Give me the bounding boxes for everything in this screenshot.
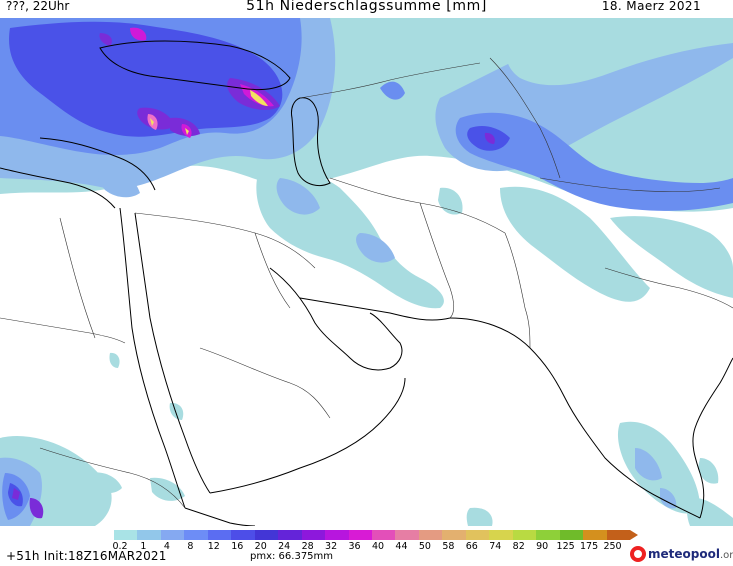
- date-label: 18. Maerz 2021: [601, 0, 701, 13]
- coastlines: [0, 40, 733, 526]
- logo-text: meteopool.org: [648, 547, 733, 561]
- colorbar-tick-label: 1: [140, 541, 147, 552]
- colorbar-segment: [207, 530, 232, 540]
- colorbar-segment: [418, 530, 443, 540]
- map-title: 51h Niederschlagssumme [mm]: [246, 0, 487, 14]
- colorbar-segment: [442, 530, 467, 540]
- colorbar-segment: [606, 530, 631, 540]
- map-header: ???, 22Uhr 51h Niederschlagssumme [mm] 1…: [0, 0, 733, 22]
- colorbar-segment: [536, 530, 561, 540]
- meteopool-logo: meteopool.org: [630, 545, 733, 563]
- valid-time-label: ???, 22Uhr: [6, 0, 70, 13]
- colorbar-segment: [325, 530, 350, 540]
- colorbar-tick-label: 90: [536, 541, 549, 552]
- colorbar-segment: [395, 530, 420, 540]
- colorbar-tick-label: 32: [325, 541, 338, 552]
- logo-tld: .org: [719, 550, 733, 561]
- colorbar-arrow: [630, 530, 638, 540]
- precipitation-map: [0, 18, 733, 526]
- colorbar-segment: [583, 530, 608, 540]
- colorbar-segment: [184, 530, 209, 540]
- colorbar-tick-label: 12: [207, 541, 220, 552]
- logo-main: meteopool: [648, 547, 720, 561]
- colorbar-segment: [137, 530, 162, 540]
- colorbar-segment: [254, 530, 279, 540]
- colorbar-segment: [348, 530, 373, 540]
- colorbar-tick-label: 44: [395, 541, 408, 552]
- colorbar-segment: [559, 530, 584, 540]
- colorbar-tick-label: 36: [348, 541, 361, 552]
- precipitation-field: [0, 18, 733, 526]
- colorbar-tick-label: 175: [580, 541, 599, 552]
- country-borders: [0, 57, 733, 509]
- colorbar-tick-label: 250: [603, 541, 622, 552]
- pmx-value: pmx: 66.375mm: [250, 551, 334, 562]
- colorbar-tick-label: 20: [254, 541, 267, 552]
- colorbar-tick-label: 16: [231, 541, 244, 552]
- colorbar-tick-label: 8: [187, 541, 194, 552]
- colorbar-segment: [301, 530, 326, 540]
- colorbar-segment: [231, 530, 256, 540]
- colorbar-segment: [512, 530, 537, 540]
- colorbar-segment: [114, 530, 138, 540]
- colorbar: [114, 530, 638, 540]
- run-info: +51h Init:18Z16MAR2021: [6, 549, 167, 563]
- colorbar-segment: [489, 530, 514, 540]
- logo-icon: [630, 546, 646, 562]
- colorbar-tick-label: 66: [465, 541, 478, 552]
- colorbar-tick-label: 28: [301, 541, 314, 552]
- colorbar-segment: [160, 530, 185, 540]
- colorbar-tick-label: 58: [442, 541, 455, 552]
- colorbar-segment: [465, 530, 490, 540]
- colorbar-tick-label: 40: [371, 541, 385, 552]
- colorbar-tick-label: 4: [163, 541, 170, 552]
- colorbar-tick-label: 82: [512, 541, 525, 552]
- colorbar-segment: [372, 530, 396, 540]
- colorbar-tick-label: 74: [489, 541, 502, 552]
- colorbar-segment: [278, 530, 303, 540]
- colorbar-tick-label: 0.2: [112, 541, 128, 552]
- colorbar-tick-label: 125: [556, 541, 575, 552]
- colorbar-ticks: 0.2 1 4 8 12 16 20 24 28 32 36 40 44 50 58 66 74 82 90 125 1…: [112, 541, 644, 553]
- colorbar-tick-label: 24: [278, 541, 291, 552]
- colorbar-tick-label: 50: [418, 541, 431, 552]
